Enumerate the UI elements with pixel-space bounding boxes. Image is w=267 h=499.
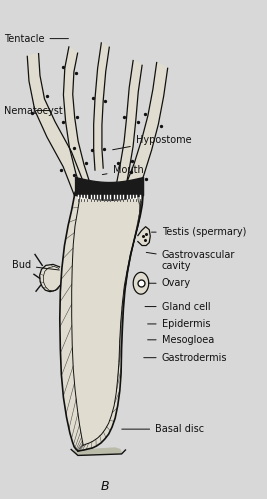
Text: Mouth: Mouth: [102, 165, 143, 175]
Text: Gland cell: Gland cell: [145, 301, 210, 311]
Polygon shape: [60, 193, 143, 451]
Polygon shape: [64, 47, 90, 193]
Text: Bud: Bud: [12, 260, 59, 270]
Text: Hypostome: Hypostome: [113, 135, 191, 150]
Polygon shape: [127, 62, 168, 196]
Text: Gastrovascular
cavity: Gastrovascular cavity: [146, 250, 235, 271]
Text: Tentacle: Tentacle: [4, 33, 68, 43]
Polygon shape: [116, 60, 142, 190]
Text: Nematocyst: Nematocyst: [4, 106, 63, 116]
Polygon shape: [133, 272, 149, 294]
Text: Basal disc: Basal disc: [122, 424, 204, 434]
Text: Testis (spermary): Testis (spermary): [151, 227, 246, 237]
Text: Epidermis: Epidermis: [148, 319, 210, 329]
Text: Mesogloea: Mesogloea: [148, 335, 214, 345]
Text: Ovary: Ovary: [145, 278, 191, 288]
Polygon shape: [74, 448, 121, 455]
Polygon shape: [138, 227, 150, 246]
Text: B: B: [100, 480, 109, 493]
Polygon shape: [94, 43, 109, 170]
Polygon shape: [40, 264, 60, 292]
Text: Gastrodermis: Gastrodermis: [144, 353, 227, 363]
Polygon shape: [27, 53, 84, 196]
